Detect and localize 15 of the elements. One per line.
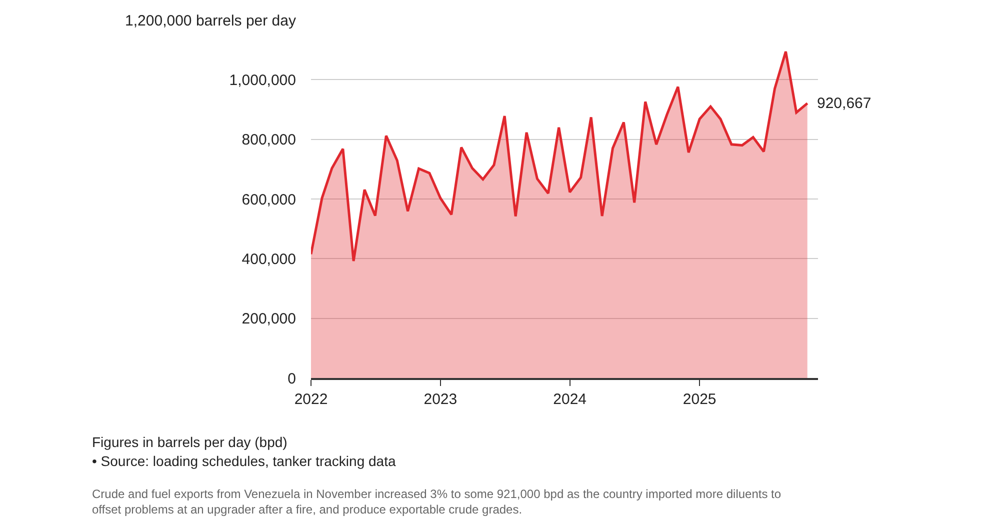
- text: Figures in barrels per day (bpd): [92, 434, 288, 450]
- y-tick-label: 1,200,000 barrels per day: [125, 12, 296, 30]
- x-tick-label: 2023: [424, 390, 458, 408]
- y-tick-label: 600,000: [242, 191, 296, 208]
- y-tick-label: 400,000: [242, 250, 296, 268]
- x-tick-label: 2022: [294, 390, 328, 408]
- text: Crude and fuel exports from Venezuela in November increased 3% to some 921,000 bpd as the country imported more diluents to offset problems at an upgrader after a fire, and produce exportable crude grades.: [92, 487, 782, 517]
- y-tick-label: 0: [288, 370, 296, 388]
- y-tick-label: 800,000: [242, 132, 296, 149]
- y-tick-label: 200,000: [242, 310, 296, 328]
- annotation: 920,667: [817, 95, 872, 112]
- y-tick-label: 1,000,000: [229, 72, 296, 89]
- text: • Source: loading schedules, tanker tracking data: [92, 453, 396, 469]
- x-tick-label: 2024: [553, 390, 587, 408]
- x-tick-label: 2025: [682, 390, 716, 408]
